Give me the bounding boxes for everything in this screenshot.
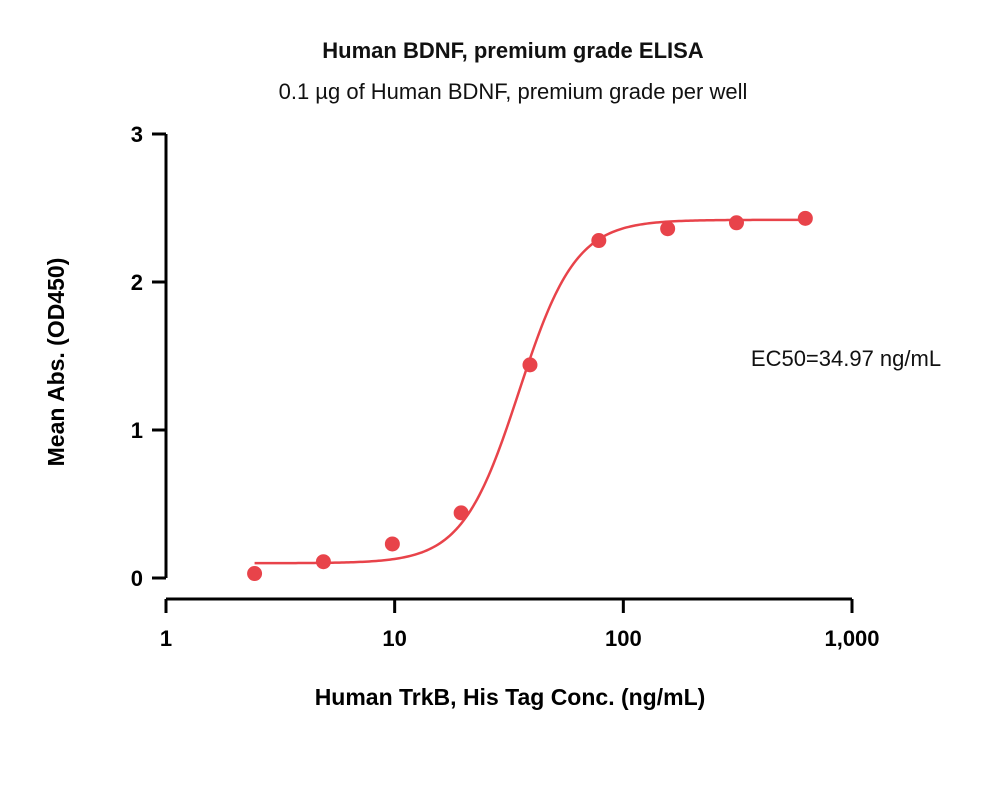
data-point <box>522 357 538 373</box>
data-point <box>384 536 400 552</box>
data-points-layer <box>247 210 813 582</box>
y-tick-label: 3 <box>131 122 143 147</box>
y-tick-label: 1 <box>131 418 143 443</box>
x-tick-label: 100 <box>605 626 642 651</box>
x-tick-label: 1,000 <box>824 626 879 651</box>
data-point <box>660 221 676 237</box>
chart-subtitle: 0.1 µg of Human BDNF, premium grade per … <box>279 79 748 104</box>
y-tick-label: 2 <box>131 270 143 295</box>
fit-curve-layer <box>254 218 806 565</box>
data-point <box>591 233 607 249</box>
data-point <box>728 215 744 231</box>
data-point <box>247 566 263 582</box>
fit-curve <box>254 218 806 565</box>
data-point <box>315 554 331 570</box>
y-tick-label: 0 <box>131 566 143 591</box>
x-axis: 1 10 100 1,000 <box>160 597 880 651</box>
data-point <box>453 505 469 521</box>
y-axis: 0 1 2 3 <box>131 122 168 591</box>
y-axis-label: Mean Abs. (OD450) <box>43 258 69 467</box>
x-tick-label: 10 <box>382 626 406 651</box>
x-axis-label: Human TrkB, His Tag Conc. (ng/mL) <box>315 684 706 710</box>
data-point <box>797 210 813 226</box>
x-tick-label: 1 <box>160 626 172 651</box>
chart-title: Human BDNF, premium grade ELISA <box>322 38 704 63</box>
ec50-annotation: EC50=34.97 ng/mL <box>751 346 941 371</box>
